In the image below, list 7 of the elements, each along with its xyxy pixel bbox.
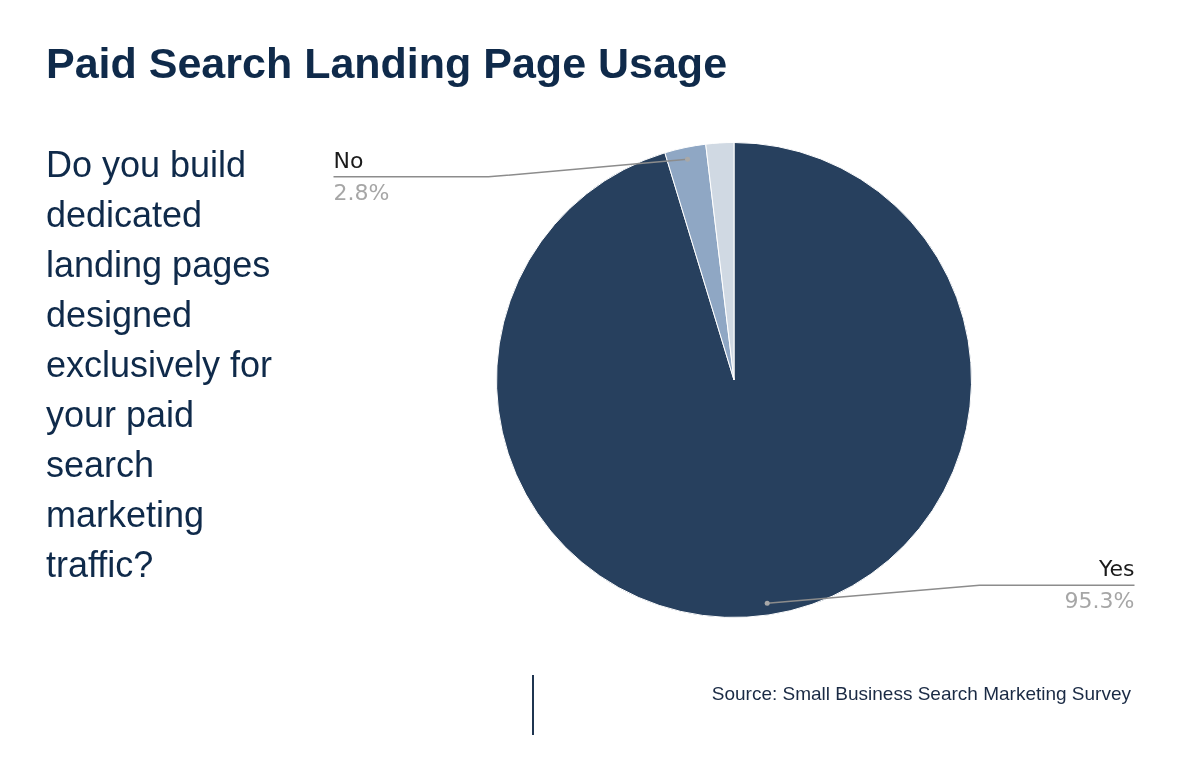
slice-label: No <box>333 147 364 173</box>
chart-title: Paid Search Landing Page Usage <box>46 39 728 88</box>
slice-label: Yes <box>1097 556 1135 582</box>
data-label: 2.8% <box>333 179 390 205</box>
text: Do you build dedicated landing pages designed exclusively for your paid search marketing traffic? <box>46 144 273 585</box>
source-note: Source: Small Business Search Marketing Survey <box>711 683 1131 705</box>
data-label: 95.3% <box>1064 588 1135 614</box>
